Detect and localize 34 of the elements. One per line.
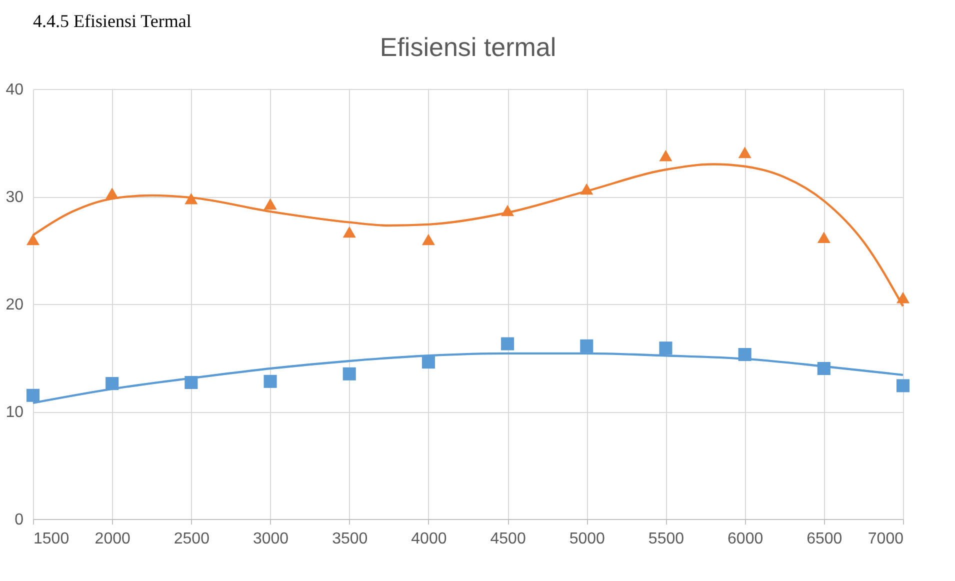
x-tick-label: 4000	[411, 530, 447, 548]
y-tick-label: 10	[6, 404, 24, 421]
point	[580, 339, 594, 352]
point	[501, 337, 514, 350]
point	[26, 234, 40, 246]
point	[422, 234, 435, 246]
point	[659, 150, 672, 162]
point	[896, 379, 910, 392]
x-tick-label: 3500	[332, 530, 368, 548]
point	[817, 232, 830, 243]
y-tick-label: 20	[6, 296, 24, 314]
chart-title: Efisiensi termal	[380, 32, 556, 62]
x-tick-label: 2500	[174, 530, 210, 548]
point	[342, 367, 356, 380]
point	[659, 342, 672, 355]
y-tick-label: 40	[6, 82, 24, 98]
y-tick-label: 30	[6, 189, 24, 206]
x-tick-label: 6000	[728, 530, 764, 548]
y-tick-label: 0	[14, 512, 24, 528]
x-tick-label: 5500	[648, 530, 684, 548]
point	[264, 374, 277, 388]
x-tick-label: 7000	[868, 530, 904, 548]
x-tick-label: 5000	[569, 530, 606, 548]
x-tick-label: 6500	[806, 530, 842, 548]
point	[422, 356, 435, 369]
x-tick-label: 2000	[94, 530, 130, 548]
point	[738, 146, 752, 158]
point	[26, 388, 40, 402]
x-tick-label: 1500	[34, 530, 70, 548]
point	[342, 226, 356, 238]
x-tick-label: 3000	[252, 530, 289, 548]
text: 4.4.5 Efisiensi Termal	[33, 11, 192, 31]
point	[264, 198, 277, 210]
x-tick-label: 4500	[490, 530, 526, 548]
